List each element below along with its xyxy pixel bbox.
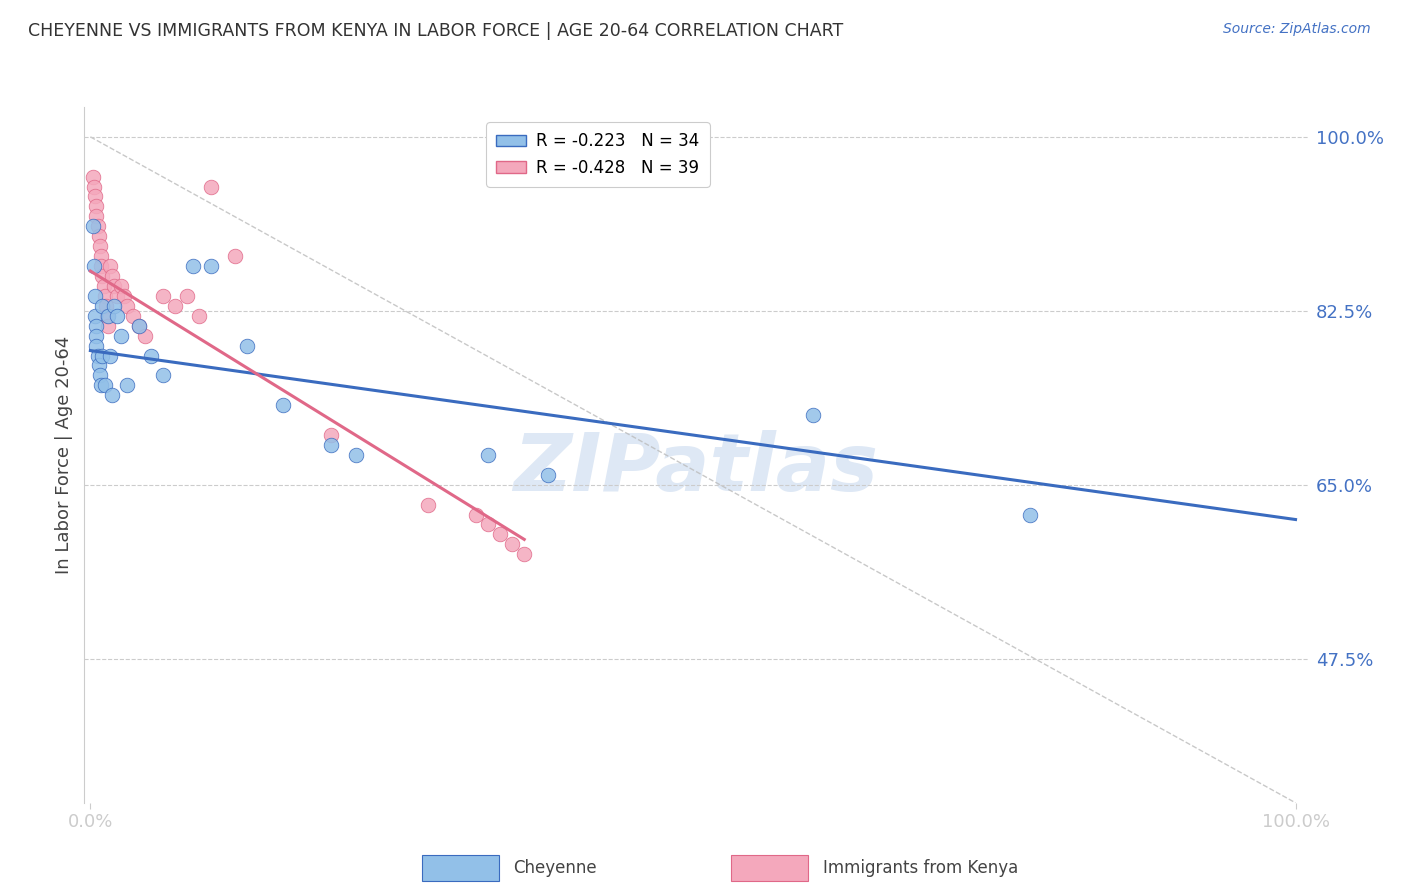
Point	[96, 309, 118, 323]
Point	[128, 318, 150, 333]
Point	[181, 259, 204, 273]
Point	[176, 289, 198, 303]
Point	[86, 318, 108, 333]
Point	[84, 309, 107, 323]
Point	[128, 318, 150, 333]
Point	[90, 249, 112, 263]
Y-axis label: In Labor Force | Age 20-64: In Labor Force | Age 20-64	[55, 335, 73, 574]
Point	[90, 378, 112, 392]
Point	[97, 309, 120, 323]
Point	[271, 398, 294, 412]
Text: Cheyenne: Cheyenne	[513, 859, 596, 877]
Legend: R = -0.223   N = 34, R = -0.428   N = 39: R = -0.223 N = 34, R = -0.428 N = 39	[486, 122, 710, 186]
Point	[86, 349, 108, 363]
Point	[224, 249, 246, 263]
Point	[105, 289, 128, 303]
Point	[200, 259, 222, 273]
Point	[82, 219, 104, 234]
Point	[94, 289, 117, 303]
Point	[94, 378, 117, 392]
Point	[105, 309, 128, 323]
Point	[477, 517, 499, 532]
Point	[187, 309, 209, 323]
Point	[112, 289, 135, 303]
Point	[163, 299, 186, 313]
Point	[1019, 508, 1042, 522]
Point	[91, 299, 114, 313]
Point	[110, 328, 132, 343]
Point	[101, 388, 124, 402]
Point	[93, 279, 115, 293]
Point	[86, 328, 108, 343]
Point	[97, 318, 120, 333]
Point	[98, 349, 121, 363]
Point	[152, 289, 174, 303]
Point	[344, 448, 367, 462]
Point	[103, 299, 125, 313]
Point	[86, 219, 108, 234]
Point	[236, 338, 259, 352]
Point	[91, 349, 114, 363]
Point	[86, 338, 108, 352]
Point	[82, 169, 104, 184]
Point	[87, 359, 110, 373]
Point	[321, 438, 343, 452]
Point	[115, 299, 138, 313]
Point	[84, 189, 107, 203]
Point	[86, 199, 108, 213]
Point	[83, 179, 105, 194]
Point	[103, 279, 125, 293]
Text: CHEYENNE VS IMMIGRANTS FROM KENYA IN LABOR FORCE | AGE 20-64 CORRELATION CHART: CHEYENNE VS IMMIGRANTS FROM KENYA IN LAB…	[28, 22, 844, 40]
Point	[84, 289, 107, 303]
Point	[139, 349, 162, 363]
Point	[89, 368, 111, 383]
Point	[83, 259, 105, 273]
Point	[501, 537, 523, 551]
Point	[416, 498, 439, 512]
Point	[115, 378, 138, 392]
Point	[134, 328, 156, 343]
Point	[86, 210, 108, 224]
Point	[89, 239, 111, 253]
Point	[537, 467, 560, 482]
Point	[489, 527, 512, 541]
Point	[513, 547, 536, 561]
Point	[321, 428, 343, 442]
Point	[121, 309, 143, 323]
Point	[98, 259, 121, 273]
Point	[465, 508, 488, 522]
Point	[152, 368, 174, 383]
Point	[101, 268, 124, 283]
Point	[803, 408, 825, 422]
Text: ZIPatlas: ZIPatlas	[513, 430, 879, 508]
Point	[110, 279, 132, 293]
Point	[94, 299, 117, 313]
Text: Immigrants from Kenya: Immigrants from Kenya	[823, 859, 1018, 877]
Point	[200, 179, 222, 194]
Point	[87, 229, 110, 244]
Point	[477, 448, 499, 462]
Point	[90, 259, 112, 273]
Point	[91, 268, 114, 283]
Text: Source: ZipAtlas.com: Source: ZipAtlas.com	[1223, 22, 1371, 37]
